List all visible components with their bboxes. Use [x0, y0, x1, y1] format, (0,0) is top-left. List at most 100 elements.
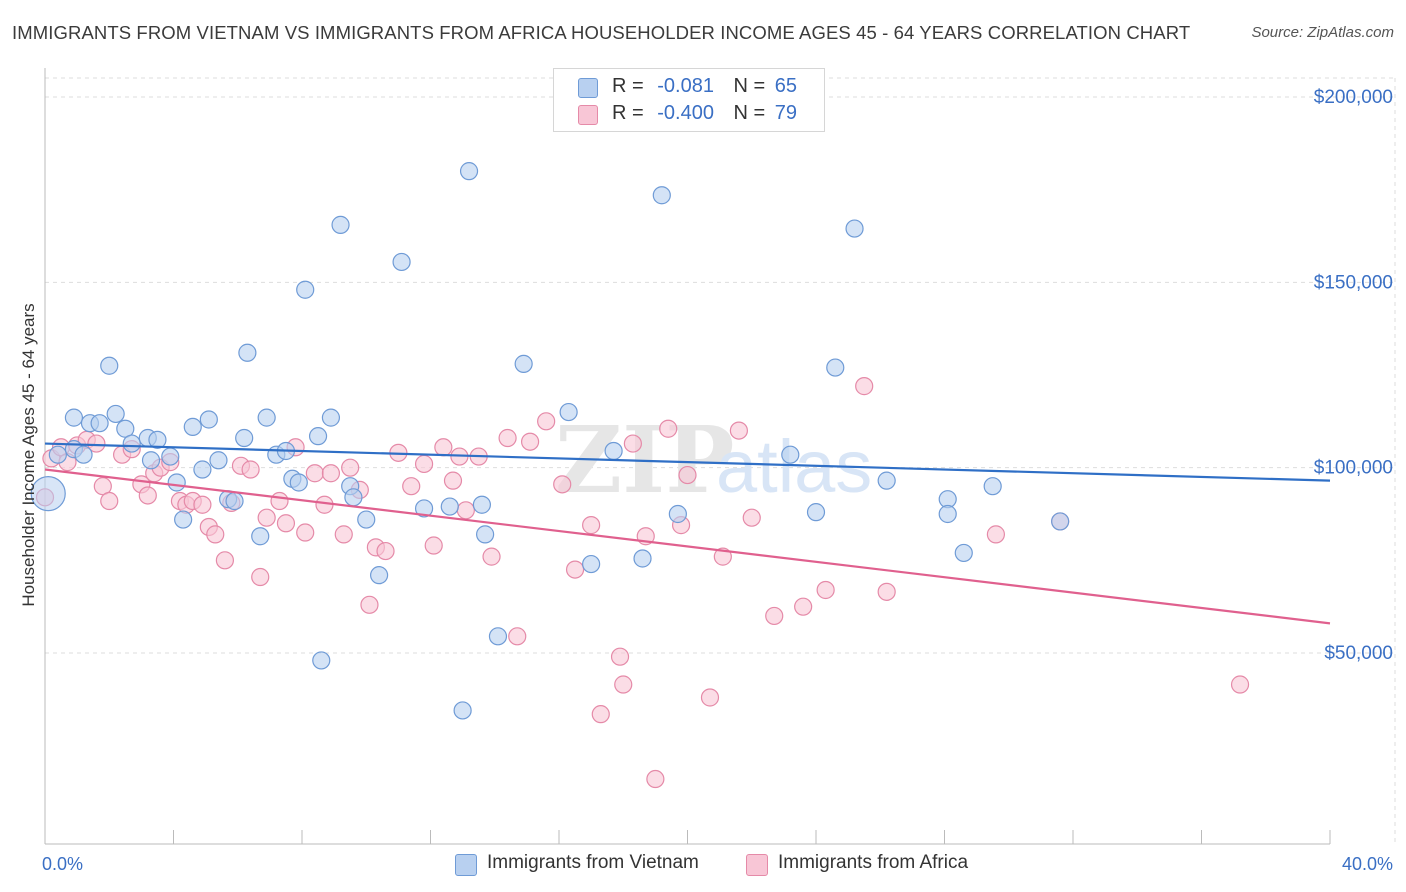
vietnam-point — [225, 491, 244, 511]
africa-point — [659, 419, 678, 438]
africa-point — [482, 547, 501, 566]
legend-r-value-vietnam: -0.081 — [657, 75, 714, 97]
vietnam-point — [209, 451, 228, 470]
africa-point — [678, 465, 697, 485]
africa-point — [591, 705, 610, 724]
vietnam-point — [331, 215, 350, 234]
vietnam-point — [257, 408, 276, 427]
africa-point — [334, 525, 353, 544]
vietnam-point — [183, 417, 202, 436]
africa-point — [508, 627, 527, 646]
africa-point — [414, 454, 434, 474]
vietnam-point — [453, 701, 472, 720]
africa-point — [646, 769, 665, 789]
africa-point — [443, 471, 463, 490]
vietnam-point — [440, 497, 459, 516]
africa-point — [456, 501, 475, 520]
vietnam-point — [167, 473, 186, 492]
africa-point — [360, 595, 379, 614]
vietnam-point — [199, 410, 218, 429]
africa-point — [816, 580, 835, 600]
bottom-legend-label-africa: Immigrants from Africa — [778, 852, 969, 873]
vietnam-point — [845, 219, 864, 238]
vietnam-point — [296, 280, 315, 299]
legend-n-label: N = — [733, 102, 766, 124]
legend-r-value-africa: -0.400 — [657, 102, 714, 124]
vietnam-point — [472, 495, 491, 514]
vietnam-point — [148, 430, 167, 449]
vietnam-point — [308, 427, 328, 446]
vietnam-point — [193, 460, 212, 479]
vietnam-point — [344, 488, 363, 507]
africa-point — [241, 460, 260, 479]
vietnam-point — [100, 356, 119, 375]
africa-point — [582, 516, 601, 535]
source-label: Source: ZipAtlas.com — [1251, 24, 1394, 41]
legend: R = -0.081 N = 65 R = -0.400 N = 79 — [553, 68, 825, 132]
vietnam-point — [48, 445, 67, 464]
bottom-legend-swatch-vietnam — [455, 854, 477, 876]
vietnam-point — [877, 471, 896, 490]
vietnam-point — [161, 447, 180, 466]
vietnam-point — [806, 503, 826, 522]
vietnam-point — [370, 566, 389, 585]
africa-point — [100, 491, 119, 511]
legend-r-label: R = — [612, 75, 644, 97]
vietnam-point — [954, 543, 973, 563]
vietnam-point — [826, 358, 845, 377]
vietnam-point — [1051, 512, 1070, 531]
vietnam-point — [235, 428, 254, 448]
africa-point — [276, 514, 296, 533]
bottom-legend-swatch-africa — [746, 854, 768, 876]
trend-line-vietnam — [44, 442, 1331, 482]
africa-point — [614, 675, 633, 694]
africa-point — [729, 421, 749, 440]
x-tick-label: 0.0% — [42, 854, 83, 874]
x-tick-label: 40.0% — [1342, 854, 1393, 874]
legend-swatch-africa — [578, 105, 598, 125]
vietnam-point — [652, 186, 671, 205]
vietnam-point — [559, 402, 578, 422]
vietnam-point — [392, 252, 411, 272]
africa-point — [270, 491, 289, 511]
legend-r-label: R = — [612, 102, 644, 124]
africa-point — [296, 523, 315, 542]
africa-point — [1230, 675, 1250, 694]
trend-line-africa — [44, 468, 1331, 625]
vietnam-point — [488, 627, 508, 646]
vietnam-point — [357, 510, 376, 529]
vietnam-point — [633, 549, 652, 568]
africa-point — [193, 495, 212, 514]
y-axis-title: Householder Income Ages 45 - 64 years — [19, 303, 38, 606]
africa-point — [498, 428, 517, 448]
africa-point — [877, 582, 896, 601]
vietnam-point — [30, 476, 66, 512]
vietnam-point — [312, 651, 331, 670]
africa-point — [87, 434, 106, 453]
africa-point — [305, 464, 324, 483]
vietnam-point — [938, 504, 957, 524]
africa-point — [424, 536, 443, 555]
africa-point — [402, 477, 421, 496]
africa-point — [215, 551, 234, 570]
vietnam-point — [582, 554, 601, 574]
africa-point — [855, 377, 874, 396]
vietnam-point — [414, 499, 434, 518]
vietnam-point — [174, 510, 193, 529]
africa-point — [251, 567, 270, 587]
vietnam-point — [106, 404, 125, 424]
vietnam-point — [251, 527, 270, 546]
africa-point — [376, 541, 395, 561]
vietnam-point — [983, 477, 1002, 496]
legend-n-label: N = — [733, 75, 766, 97]
legend-swatch-vietnam — [578, 78, 598, 98]
vietnam-point — [74, 445, 93, 464]
africa-point — [765, 606, 784, 626]
africa-point — [434, 438, 453, 457]
africa-point — [206, 525, 225, 544]
africa-point — [537, 412, 556, 431]
africa-point — [794, 597, 813, 616]
vietnam-point — [321, 408, 341, 427]
vietnam-point — [90, 414, 109, 433]
